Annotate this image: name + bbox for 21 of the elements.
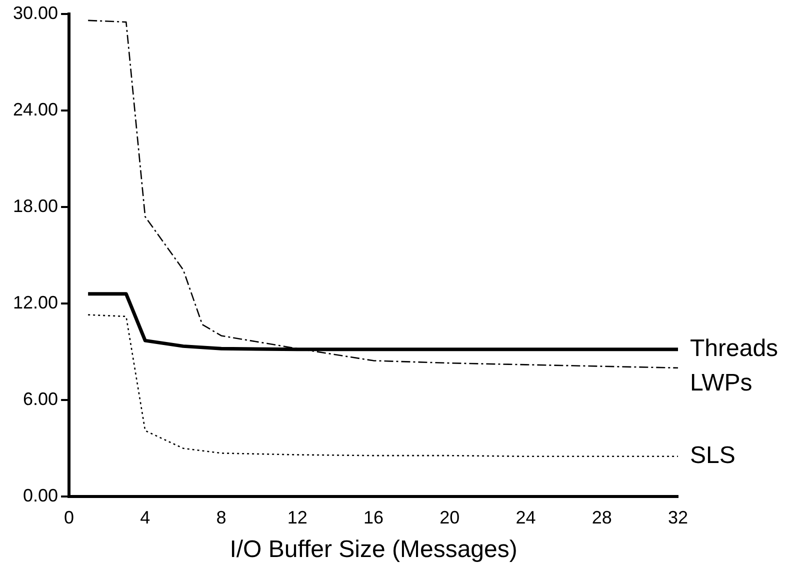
x-tick-label: 16	[364, 507, 384, 528]
series-label: LWPs	[690, 370, 752, 397]
series-label: Threads	[690, 335, 778, 362]
line-series	[87, 314, 678, 458]
line-series	[87, 20, 678, 369]
y-tick-label: 18.00	[12, 196, 58, 216]
series-label: SLS	[690, 442, 736, 470]
x-tick-label: 12	[287, 507, 308, 528]
x-tick-label: 0	[64, 507, 74, 528]
y-tick-label: 24.00	[12, 99, 58, 120]
y-tick-label: 0.00	[22, 486, 58, 506]
x-tick-label: 28	[592, 507, 612, 528]
x-tick-label: 4	[140, 507, 150, 528]
x-axis-title: I/O Buffer Size (Messages)	[230, 536, 518, 564]
x-tick-label: 8	[216, 507, 226, 528]
y-tick-label: 12.00	[12, 292, 58, 313]
x-tick-label: 20	[440, 507, 460, 528]
x-tick-label: 32	[668, 507, 688, 528]
x-tick-label: 24	[516, 507, 536, 528]
y-tick-label: 6.00	[22, 389, 58, 410]
y-tick-label: 30.00	[12, 2, 58, 23]
